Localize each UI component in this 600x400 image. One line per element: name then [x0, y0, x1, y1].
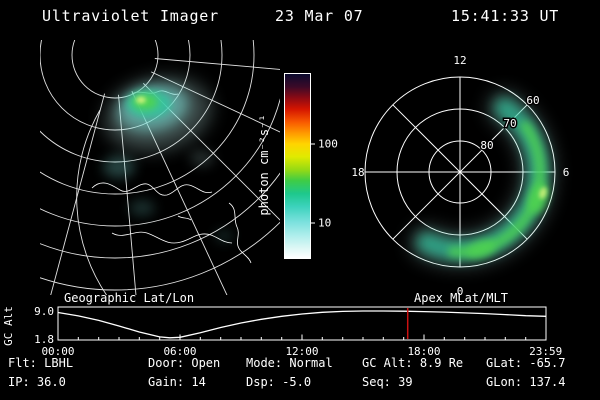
status-label: Dsp:	[246, 375, 275, 389]
status-label: Mode:	[246, 356, 283, 370]
status-label: Flt:	[8, 356, 37, 370]
geo-aurora	[103, 77, 233, 242]
status-value: 39	[398, 375, 413, 389]
coastline	[228, 202, 252, 264]
mlt-12-label: 12	[453, 54, 466, 67]
x-tick-label: 12:00	[285, 345, 318, 358]
status-label: GLat:	[486, 356, 523, 370]
status-value: LBHL	[44, 356, 74, 370]
aurora-patch	[466, 240, 496, 258]
status-value: 14	[191, 375, 206, 389]
colorbar-unit-label: photon cm⁻²s⁻¹	[257, 114, 271, 216]
coastline	[111, 231, 233, 244]
app-title: Ultraviolet Imager	[42, 7, 219, 25]
x-tick-label: 18:00	[407, 345, 440, 358]
apex-panel-caption: Apex MLat/MLT	[414, 291, 508, 305]
status-value: -65.7	[529, 356, 566, 370]
apex-panel: 12 0 18 6 60 70 80	[351, 54, 569, 298]
status-dsp: Dsp: -5.0	[246, 375, 311, 389]
colorbar: 100 10	[284, 73, 338, 259]
status-seq: Seq: 39	[362, 375, 413, 389]
header-time: 15:41:33 UT	[451, 7, 560, 25]
status-value: -5.0	[282, 375, 312, 389]
tick-mark	[310, 222, 315, 224]
gc-alt-chart: 9.0 1.8 GC Alt 00:00 06:00 12:00 18:00 2…	[2, 305, 562, 358]
gc-alt-curve	[57, 310, 546, 339]
status-flt: Flt: LBHL	[8, 356, 73, 370]
status-gc-alt: GC Alt: 8.9 Re	[362, 356, 463, 370]
aurora-patch	[539, 187, 547, 199]
apex-labels: 12 0 18 6 60 70 80	[351, 54, 569, 298]
y-axis-title: GC Alt	[2, 306, 15, 346]
status-value: 137.4	[529, 375, 566, 389]
earth-limb	[76, 109, 108, 295]
colorbar-gradient	[285, 74, 310, 258]
status-value: 8.9 Re	[419, 356, 464, 370]
coastline	[91, 182, 213, 196]
status-label: GLon:	[486, 375, 523, 389]
aurora-patch	[215, 230, 233, 242]
colorbar-tick-label: 10	[318, 216, 332, 230]
y-max-label: 9.0	[34, 305, 54, 318]
chart-frame	[57, 306, 547, 341]
x-tick-labels: 00:00 06:00 12:00 18:00 23:59	[41, 345, 562, 358]
aurora-patch	[190, 150, 214, 166]
aurora-patch	[129, 200, 155, 216]
header-date: 23 Mar 07	[275, 7, 364, 25]
mlat-80-label: 80	[480, 139, 493, 152]
mlt-18-label: 18	[351, 166, 364, 179]
mlat-70-label: 70	[503, 117, 516, 130]
status-label: IP:	[8, 375, 30, 389]
coastline	[177, 215, 192, 221]
x-tick-label: 23:59	[529, 345, 562, 358]
status-label: Gain:	[148, 375, 185, 389]
status-glon: GLon: 137.4	[486, 375, 565, 389]
status-value: Normal	[289, 356, 333, 370]
status-label: Seq:	[362, 375, 391, 389]
mlt-0-label: 0	[457, 285, 464, 298]
mlat-60-label: 60	[526, 94, 539, 107]
apex-aurora	[410, 91, 555, 268]
x-tick-label: 00:00	[41, 345, 74, 358]
aurora-patch	[103, 156, 135, 178]
status-label: GC Alt:	[362, 356, 413, 370]
colorbar-tick-label: 100	[318, 137, 338, 151]
x-tick-label: 06:00	[163, 345, 196, 358]
colorbar-tick: 100	[310, 137, 338, 150]
geo-panel-caption: Geographic Lat/Lon	[64, 291, 195, 305]
hour-ticks	[77, 334, 527, 340]
status-ip: IP: 36.0	[8, 375, 66, 389]
colorbar-tick: 10	[310, 217, 331, 230]
status-mode: Mode: Normal	[246, 356, 333, 370]
status-glat: GLat: -65.7	[486, 356, 565, 370]
y-min-label: 1.8	[34, 333, 54, 346]
status-value: Open	[191, 356, 221, 370]
mlt-6-label: 6	[563, 166, 570, 179]
tick-mark	[310, 143, 315, 145]
status-label: Door:	[148, 356, 185, 370]
status-gain: Gain: 14	[148, 375, 206, 389]
status-door: Door: Open	[148, 356, 220, 370]
aurora-patch	[136, 96, 146, 104]
status-value: 36.0	[36, 375, 66, 389]
geographic-panel	[40, 40, 280, 295]
